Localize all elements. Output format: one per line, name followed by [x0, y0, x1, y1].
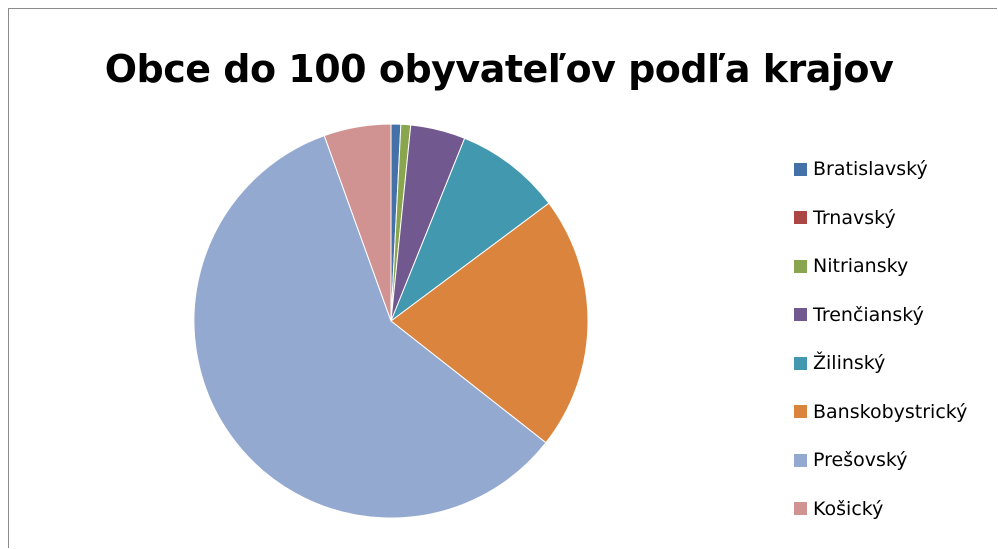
legend-item-kosicky: Košický [794, 485, 998, 534]
legend-item-zilinsky: Žilinský [794, 339, 998, 388]
legend-swatch [794, 453, 807, 467]
chart-legend: Bratislavský Trnavský Nitriansky Trenčiansk… [794, 145, 998, 533]
legend-label: Bratislavský [813, 158, 928, 181]
legend-swatch [794, 356, 807, 370]
pie-slice-kosicky [323, 123, 392, 322]
legend-swatch [794, 162, 807, 176]
legend-item-nitriansky: Nitriansky [794, 242, 998, 291]
legend-item-trnavsky: Trnavský [794, 194, 998, 243]
legend-item-banskobystricky: Banskobystrický [794, 388, 998, 437]
chart-area: Obce do 100 obyvateľov podľa krajov Brat… [8, 8, 997, 548]
legend-label: Žilinský [813, 352, 886, 375]
legend-label: Banskobystrický [813, 400, 968, 423]
legend-label: Trnavský [813, 206, 896, 229]
legend-item-trenciansky: Trenčianský [794, 291, 998, 340]
legend-item-presovsky: Prešovský [794, 436, 998, 485]
legend-swatch [794, 308, 807, 322]
legend-label: Košický [813, 497, 884, 520]
legend-swatch [794, 259, 807, 273]
legend-item-bratislavsky: Bratislavský [794, 145, 998, 194]
legend-swatch [794, 502, 807, 516]
pie-slice-zilinsky [389, 137, 550, 323]
pie-chart [193, 123, 589, 519]
pie-slice-presovsky [193, 135, 547, 519]
pie-slice-banskobystricky [390, 202, 589, 444]
legend-label: Prešovský [813, 449, 908, 472]
legend-label: Nitriansky [813, 255, 909, 278]
legend-swatch [794, 211, 807, 225]
legend-swatch [794, 405, 807, 419]
legend-label: Trenčianský [813, 303, 924, 326]
chart-title: Obce do 100 obyvateľov podľa krajov [104, 47, 894, 91]
